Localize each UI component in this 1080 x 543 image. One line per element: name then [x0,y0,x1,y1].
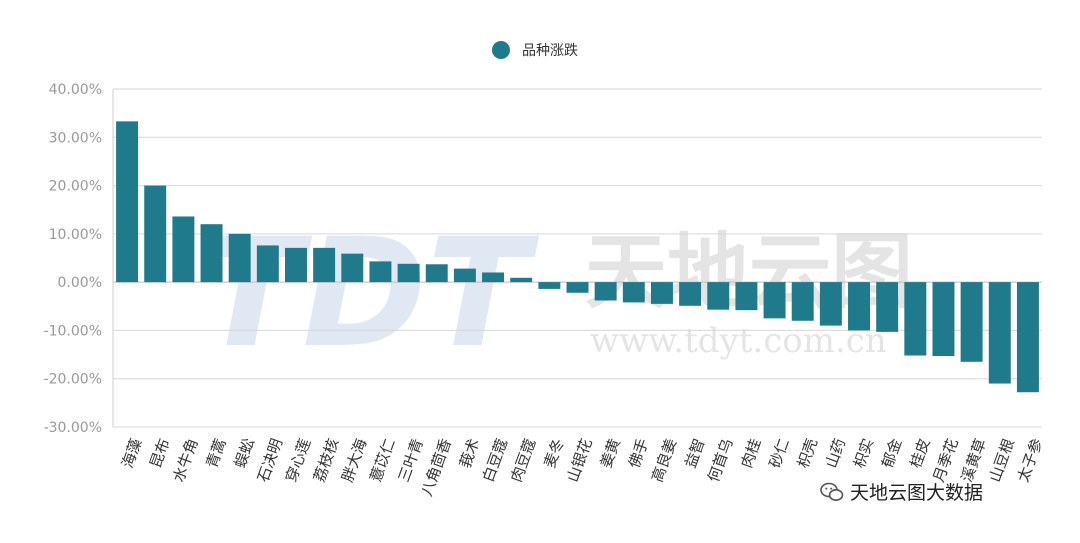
y-tick-label: 0.00% [58,275,102,291]
bar[interactable] [369,261,392,283]
bar[interactable] [932,282,955,357]
bar[interactable] [594,282,617,301]
bar[interactable] [735,282,758,311]
y-tick-label: 10.00% [49,227,102,243]
x-tick-label: 砂仁 [766,436,793,470]
bar[interactable] [116,121,139,283]
x-tick-label: 麦冬 [540,436,567,470]
bar[interactable] [256,245,279,283]
account-watermark: 天地云图大数据 [820,478,983,505]
x-tick-label: 山银花 [563,436,595,484]
y-tick-label: 40.00% [49,82,102,98]
x-tick-label: 海藻 [118,436,145,470]
bar[interactable] [791,282,814,321]
bar[interactable] [904,282,927,356]
bar[interactable] [876,282,899,332]
x-tick-label: 枳实 [850,436,877,470]
bar[interactable] [960,282,983,362]
y-tick-label: -30.00% [44,420,102,436]
x-tick-label: 薏苡仁 [366,436,398,484]
x-tick-label: 姜黄 [597,436,624,470]
account-name: 天地云图大数据 [850,482,984,504]
x-tick-label: 山药 [822,436,849,470]
legend[interactable]: 品种涨跌 [492,40,578,60]
watermark-background: TDT 天地云图 www.tdyt.com.cn [200,207,913,381]
x-tick-label: 枳壳 [794,436,821,470]
bar[interactable] [482,272,505,283]
y-tick-label: 30.00% [49,130,102,146]
x-tick-label: 山豆根 [986,436,1018,484]
x-tick-label: 胖大海 [338,436,370,484]
bar[interactable] [848,282,870,331]
bars [116,121,1039,393]
bar[interactable] [538,282,561,289]
bar[interactable] [707,282,730,310]
x-tick-label: 穿心莲 [282,436,314,484]
x-tick-label: 佛手 [625,436,652,470]
y-axis-ticks: 40.00% 30.00% 20.00% 10.00% 0.00% -10.00% -20.… [44,82,102,436]
wechat-icon [820,482,844,501]
x-tick-label: 昆布 [146,436,173,470]
x-tick-label: 高良姜 [648,436,680,484]
x-tick-label: 三叶青 [395,436,427,484]
bar[interactable] [341,253,364,283]
bar[interactable] [763,282,786,319]
y-tick-label: -20.00% [44,372,102,388]
bar[interactable] [200,224,223,283]
bar[interactable] [510,277,533,283]
x-tick-label: 何首乌 [704,436,736,484]
x-tick-label: 太子参 [1014,436,1046,484]
bar[interactable] [453,268,476,283]
bar[interactable] [144,185,167,283]
x-tick-label: 肉豆蔻 [507,436,539,484]
legend-label: 品种涨跌 [522,43,578,59]
bar[interactable] [650,282,673,304]
x-tick-label: 郁金 [878,436,905,470]
bar[interactable] [425,264,448,283]
bar[interactable] [1016,282,1039,393]
bar[interactable] [172,216,195,283]
bar[interactable] [622,282,645,303]
x-tick-label: 青蒿 [203,436,230,470]
y-tick-label: -10.00% [44,323,102,339]
bar[interactable] [228,233,251,283]
x-tick-label: 蜈蚣 [231,436,258,470]
bar[interactable] [988,282,1011,384]
x-tick-label: 水牛角 [169,436,201,484]
bar[interactable] [566,282,589,293]
x-tick-label: 荔枝核 [310,436,342,484]
watermark-logo-text: TDT [200,207,540,381]
bar[interactable] [397,263,420,283]
x-tick-label: 石决明 [254,436,286,484]
x-tick-label: 桂皮 [906,436,933,470]
watermark-url-text: www.tdyt.com.cn [590,321,887,361]
x-tick-label: 莪术 [456,436,483,470]
bar[interactable] [819,282,842,326]
x-tick-label: 益智 [681,436,708,470]
bar[interactable] [285,247,307,283]
x-tick-label: 白豆蔻 [479,436,511,484]
x-tick-label: 肉桂 [738,436,765,470]
bar[interactable] [313,247,336,283]
y-tick-label: 20.00% [49,179,102,195]
bar[interactable] [679,282,702,306]
legend-marker [492,41,510,59]
